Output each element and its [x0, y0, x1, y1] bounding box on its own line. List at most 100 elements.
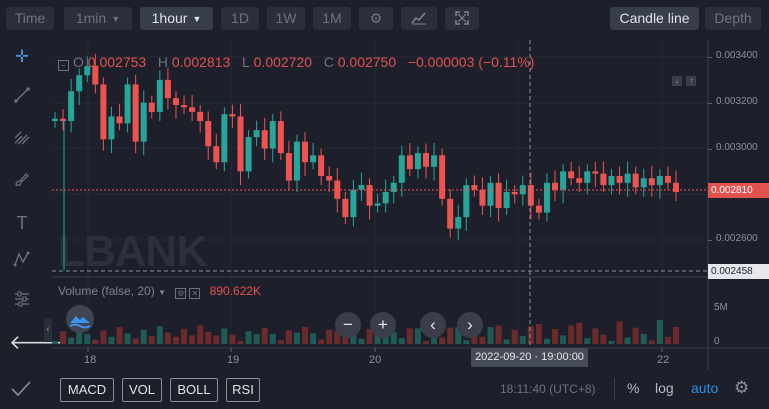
- candle-body: [624, 173, 631, 183]
- candle-body: [608, 175, 615, 186]
- scroll-right-button[interactable]: ›: [457, 312, 483, 338]
- volume-value: 890.622K: [209, 284, 262, 298]
- interval-1hour-dropdown[interactable]: 1hour ▼: [140, 7, 213, 30]
- measure-tool[interactable]: [9, 290, 35, 316]
- pattern-tool[interactable]: [9, 250, 35, 276]
- crosshair-tool[interactable]: ✛: [9, 44, 35, 70]
- low-price-tag: 0.002458: [708, 264, 769, 279]
- open-value: 0.002753: [87, 54, 147, 70]
- collapse-legend-icon[interactable]: −: [58, 60, 69, 71]
- volume-bar: [302, 327, 309, 344]
- depth-button[interactable]: Depth: [705, 7, 761, 30]
- volume-bar: [132, 338, 139, 344]
- volume-bar: [326, 329, 333, 344]
- volume-bar: [253, 334, 260, 344]
- settings-button[interactable]: ⚙: [359, 7, 393, 30]
- volume-bar: [656, 320, 663, 344]
- indicator-rsi-button[interactable]: RSI: [226, 378, 260, 402]
- interval-1w-button[interactable]: 1W: [267, 7, 305, 30]
- candle-body: [455, 217, 462, 229]
- volume-bar: [390, 331, 397, 344]
- chevron-down-icon: ▼: [192, 14, 202, 24]
- volume-bar: [310, 333, 317, 344]
- candle-body: [463, 185, 470, 218]
- candle-body: [511, 191, 518, 195]
- text-icon: T: [16, 213, 28, 233]
- indicators-button[interactable]: [401, 7, 437, 30]
- volume-bar: [285, 330, 292, 344]
- candle-body: [205, 121, 212, 147]
- brush-tool[interactable]: [9, 170, 35, 196]
- volume-bar: [584, 338, 591, 344]
- candle-body: [172, 98, 179, 106]
- candle-body: [527, 185, 534, 206]
- volume-bar: [92, 339, 99, 344]
- percent-scale-toggle[interactable]: %: [627, 380, 640, 396]
- candle-body: [592, 171, 599, 174]
- volume-axis-0: 0: [714, 336, 720, 347]
- collapse-toolbar-handle[interactable]: ‹: [44, 318, 52, 342]
- candle-body: [390, 182, 397, 192]
- gear-icon: ⚙: [734, 378, 750, 397]
- zoom-out-button[interactable]: −: [335, 312, 361, 338]
- candle-body: [156, 79, 163, 112]
- indicator-vol-button[interactable]: VOL: [122, 378, 162, 402]
- price-axis-label: 0.003200: [716, 96, 758, 107]
- volume-bar: [527, 326, 534, 344]
- confirm-tool[interactable]: [8, 376, 34, 407]
- interval-1d-button[interactable]: 1D: [221, 7, 259, 30]
- settings-icon[interactable]: ⚙: [175, 288, 187, 299]
- candle-body: [52, 118, 58, 122]
- chevron-down-icon[interactable]: ▼: [158, 288, 166, 297]
- candle-body: [350, 189, 357, 218]
- crosshair-icon: ✛: [14, 47, 30, 66]
- fork-icon: [14, 131, 30, 145]
- fullscreen-button[interactable]: [445, 7, 479, 30]
- ohlc-legend: − O 0.002753 H 0.002813 L 0.002720 C 0.00…: [58, 54, 534, 71]
- candle-body: [84, 66, 91, 76]
- low-label: L: [241, 54, 250, 70]
- candle-body: [189, 107, 196, 112]
- volume-bars: [52, 320, 679, 344]
- candle-body: [673, 182, 679, 192]
- text-tool[interactable]: T: [9, 210, 35, 236]
- candle-line-button[interactable]: Candle line: [610, 7, 699, 30]
- candle-body: [148, 102, 155, 112]
- candle-body: [277, 121, 284, 154]
- trendline-tool[interactable]: [9, 86, 35, 112]
- scroll-left-button[interactable]: ‹: [420, 312, 446, 338]
- arrow-up-icon[interactable]: ↑: [686, 76, 697, 86]
- volume-bar: [293, 332, 300, 344]
- log-scale-toggle[interactable]: log: [655, 380, 674, 396]
- interval-1min-dropdown[interactable]: 1min ▼: [64, 7, 132, 30]
- candle-body: [197, 111, 204, 122]
- candle-body: [600, 173, 607, 186]
- arrow-down-icon[interactable]: ↓: [672, 76, 682, 86]
- indicator-macd-button[interactable]: MACD: [60, 378, 114, 402]
- chart-settings-button[interactable]: ⚙: [734, 378, 749, 398]
- auto-scale-toggle[interactable]: auto: [691, 380, 719, 396]
- divider: [614, 378, 615, 400]
- interval-1m-button[interactable]: 1M: [313, 7, 351, 30]
- candle-body: [164, 79, 171, 99]
- volume-bar: [568, 325, 575, 344]
- trendline-icon: [14, 87, 30, 103]
- zoom-in-button[interactable]: +: [370, 312, 396, 338]
- indicator-boll-button[interactable]: BOLL: [170, 378, 218, 402]
- minus-icon: −: [343, 315, 353, 334]
- candle-body: [422, 153, 429, 167]
- time-button[interactable]: Time: [6, 7, 54, 30]
- high-label: H: [157, 54, 168, 70]
- chevron-right-icon: ›: [467, 315, 473, 334]
- volume-bar: [245, 331, 252, 344]
- volume-bar: [358, 338, 365, 344]
- close-icon[interactable]: ✕: [189, 288, 201, 299]
- candle-body: [221, 114, 228, 163]
- time-axis-label: 20: [369, 354, 382, 366]
- volume-bar: [68, 337, 75, 344]
- ruler-icon: [15, 291, 29, 307]
- chevron-left-icon: ‹: [46, 324, 50, 335]
- candle-body: [132, 84, 139, 142]
- fib-tool[interactable]: [9, 128, 35, 154]
